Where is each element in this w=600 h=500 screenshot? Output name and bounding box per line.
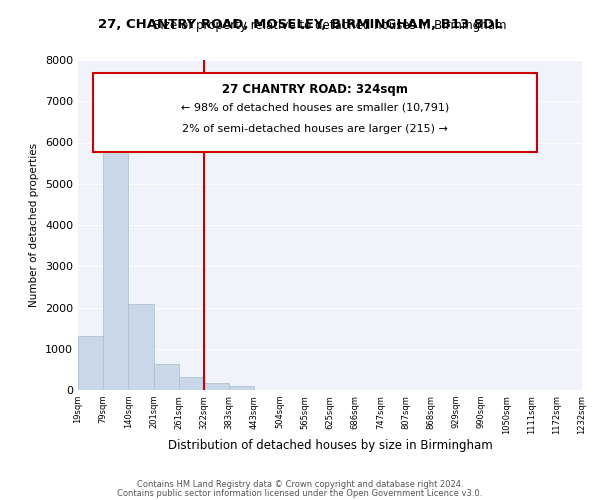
Text: 27 CHANTRY ROAD: 324sqm: 27 CHANTRY ROAD: 324sqm bbox=[222, 83, 408, 96]
X-axis label: Distribution of detached houses by size in Birmingham: Distribution of detached houses by size … bbox=[167, 440, 493, 452]
FancyBboxPatch shape bbox=[93, 73, 536, 152]
Bar bbox=[154, 364, 179, 390]
Y-axis label: Number of detached properties: Number of detached properties bbox=[29, 143, 40, 307]
Bar bbox=[78, 336, 103, 390]
Text: Contains HM Land Registry data © Crown copyright and database right 2024.: Contains HM Land Registry data © Crown c… bbox=[137, 480, 463, 489]
Text: 27, CHANTRY ROAD, MOSELEY, BIRMINGHAM, B13 8DL: 27, CHANTRY ROAD, MOSELEY, BIRMINGHAM, B… bbox=[98, 18, 502, 30]
Bar bbox=[103, 118, 128, 390]
Title: Size of property relative to detached houses in Birmingham: Size of property relative to detached ho… bbox=[153, 20, 507, 32]
Text: 2% of semi-detached houses are larger (215) →: 2% of semi-detached houses are larger (2… bbox=[182, 124, 448, 134]
Text: ← 98% of detached houses are smaller (10,791): ← 98% of detached houses are smaller (10… bbox=[181, 103, 449, 113]
Bar bbox=[179, 377, 204, 390]
Bar bbox=[128, 304, 154, 390]
Text: Contains public sector information licensed under the Open Government Licence v3: Contains public sector information licen… bbox=[118, 488, 482, 498]
Bar bbox=[229, 386, 254, 390]
Bar bbox=[204, 383, 229, 390]
